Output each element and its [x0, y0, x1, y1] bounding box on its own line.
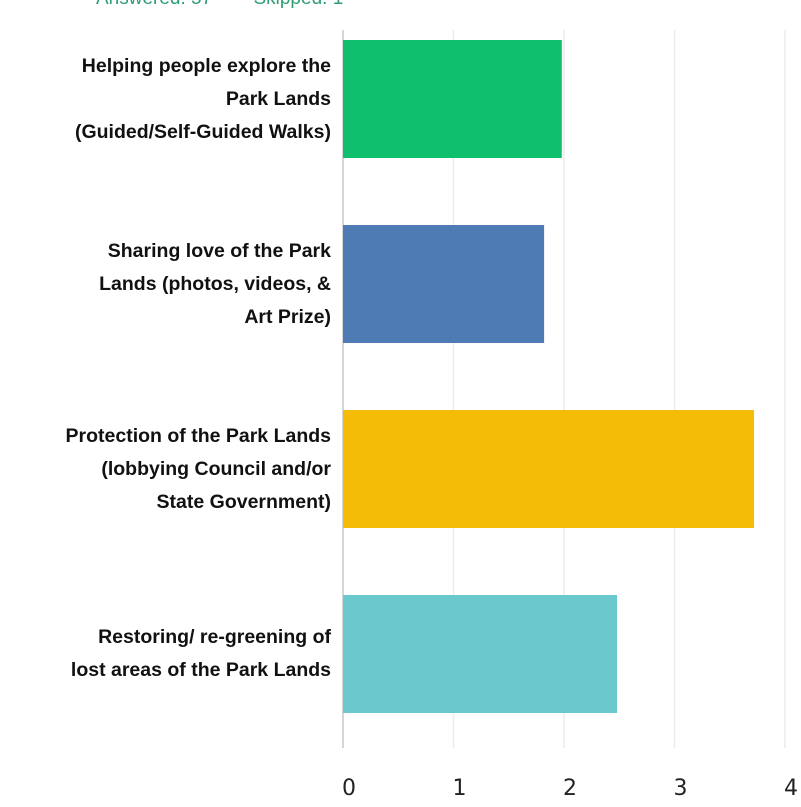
category-label-line: Restoring/ re-greening of — [98, 626, 331, 648]
category-label-4: Restoring/ re-greening of lost areas of t… — [1, 621, 331, 687]
category-label-line: Art Prize) — [244, 305, 331, 328]
x-tick-label-1: 1 — [453, 776, 467, 801]
category-label-line: (Guided/Self-Guided Walks) — [74, 120, 331, 143]
category-label-line: (lobbying Council and/or — [101, 457, 331, 480]
category-label-3: Protection of the Park Lands (lobbying Co… — [1, 420, 331, 519]
category-label-line: State Government) — [156, 490, 331, 513]
x-tick-label-4: 4 — [784, 776, 798, 801]
category-label-line: Park Lands — [225, 87, 331, 110]
category-label-line: Helping people explore the — [81, 54, 331, 77]
category-label-line: lost areas of the Park Lands — [70, 659, 331, 681]
x-tick-label-3: 3 — [674, 776, 688, 801]
bar-4 — [343, 595, 618, 713]
category-label-1: Helping people explore the Park Lands (Gui… — [1, 50, 331, 149]
x-tick-label-2: 2 — [563, 776, 577, 801]
category-label-line: Sharing love of the Park — [107, 239, 331, 262]
skipped-count: Skipped: 1 — [253, 0, 343, 9]
category-label-line: Lands (photos, videos, & — [99, 272, 331, 295]
bar-3 — [343, 410, 755, 528]
answered-count: Answered: 57 — [96, 0, 212, 9]
bar-2 — [343, 225, 545, 343]
bar-1 — [343, 40, 562, 158]
category-label-line: Protection of the Park Lands — [65, 424, 331, 447]
x-tick-label-0: 0 — [342, 776, 356, 801]
category-label-2: Sharing love of the Park Lands (photos, v… — [1, 235, 331, 334]
response-summary: Answered: 57 Skipped: 1 — [96, 0, 379, 10]
